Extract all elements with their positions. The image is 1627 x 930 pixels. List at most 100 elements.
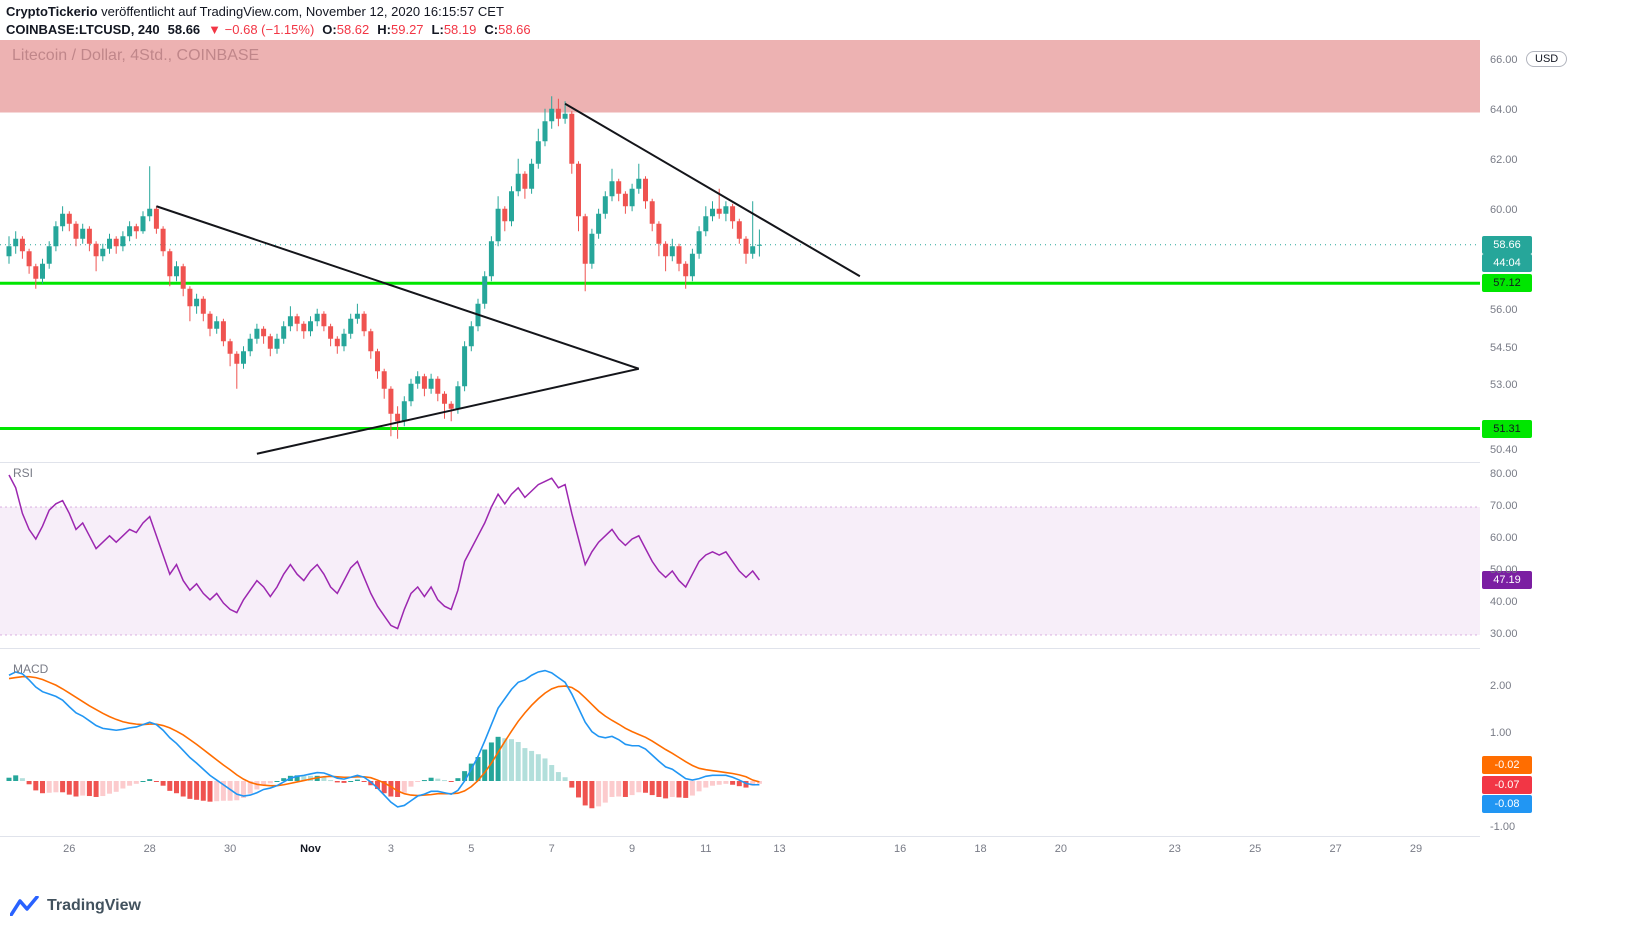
price-axis-label: 60.00 [1490,204,1518,217]
macd-histogram-bar [207,781,213,802]
price-scale[interactable]: USD 58.66 44:04 57.12 51.31 47.19 -0.02 … [1480,0,1627,930]
macd-histogram-bar [375,781,380,789]
macd-histogram-bar [649,781,655,796]
macd-histogram-bar [676,781,682,798]
macd-histogram-bar [234,781,240,801]
candle-body [140,216,146,232]
candle-body [33,266,39,279]
macd-histogram-bar [194,781,200,800]
candle-body [428,378,434,389]
macd-histogram-bar [669,781,675,797]
candle-body [80,228,86,239]
candle-body [663,243,669,257]
time-axis-label: 20 [1054,843,1068,855]
macd-histogram-bar [107,781,112,794]
time-axis-label: 28 [143,843,156,855]
macd-histogram-bar [435,778,441,781]
level-badge-1: 57.12 [1482,274,1532,293]
ohlc-low: L:58.19 [431,22,477,37]
macd-histogram-bar [636,781,642,793]
macd-histogram-bar [428,777,434,781]
candle-body [395,413,401,422]
macd-axis-label: 1.00 [1490,727,1512,739]
macd-histogram-bar [19,778,25,781]
candle-body [267,336,273,349]
candle-body [120,236,126,247]
candle-body [756,244,762,246]
price-axis-label: 66.00 [1490,54,1518,67]
time-axis-label: 5 [468,843,475,855]
currency-toggle[interactable]: USD [1526,51,1568,67]
candle-body [562,113,568,119]
macd-histogram-bar [408,781,414,787]
candle-body [361,313,367,332]
candle-body [160,228,166,252]
symbol-watermark: Litecoin / Dollar, 4Std., COINBASE [12,47,259,65]
candle-body [750,246,756,254]
candle-body [676,246,682,264]
tradingview-logo-text: TradingView [47,897,141,914]
macd-histogram-bar [421,780,427,782]
candle-body [549,108,555,122]
candle-body [354,313,360,319]
macd-histogram-bar [60,781,66,793]
time-axis-divider [0,836,1627,837]
macd-histogram-bar [247,781,253,794]
time-axis-label: 3 [387,843,394,855]
candle-body [254,328,260,339]
candle-body [153,208,159,229]
resistance-zone [0,40,1480,113]
candle-body [281,326,287,339]
macd-histogram-bar [133,781,139,784]
level-badge-2: 51.31 [1482,419,1532,438]
macd-histogram-bar [13,775,19,781]
macd-histogram-bar [140,781,146,782]
candle-body [86,228,92,244]
candle-body [455,386,461,409]
candle-body [542,121,548,142]
candle-body [589,233,595,264]
time-scale[interactable]: 26 28 30 Nov 3 5 7 9 11 13 16 18 20 23 25 27 29 [0,836,1480,862]
candle-body [167,251,173,277]
candle-body [388,388,394,414]
candle-body [703,216,709,232]
last-price-badge: 58.66 [1482,235,1532,254]
candle-body [435,378,441,394]
candle-body [375,351,380,372]
macd-histogram-bar [442,780,447,782]
candle-body [174,266,179,277]
candle-body [495,208,501,242]
candle-body [736,221,742,239]
macd-histogram-bar [334,781,340,783]
price-change: ▼ −0.68 (−1.15%) [208,22,315,37]
macd-axis-label: -1.00 [1490,821,1516,833]
macd-histogram-bar [710,781,715,786]
macd-histogram-bar [321,777,327,781]
macd-pane-label: MACD [13,662,49,676]
time-axis-label: 9 [629,843,636,855]
candle-body [421,376,427,389]
candle-body [200,298,206,314]
symbol-title[interactable]: COINBASE:LTCUSD, 240 [6,22,160,37]
candle-body [689,253,695,277]
macd-histogram-bar [301,775,307,781]
macd-histogram-bar [274,781,280,782]
rsi-axis-label: 80.00 [1490,468,1518,480]
rsi-badge: 47.19 [1482,570,1532,589]
macd-histogram-bar [703,781,709,788]
macd-histogram-bar [348,781,354,782]
rsi-axis-label: 50.00 [1490,564,1518,576]
macd-histogram-bar [395,781,401,797]
tradingview-link[interactable]: TradingView [10,896,141,916]
macd-histogram-bar [354,779,360,781]
candle-body [53,226,59,247]
candle-body [19,238,25,252]
candle-body [522,173,528,189]
macd-histogram-bar [656,781,662,797]
macd-histogram-bar [730,781,736,785]
candle-body [555,108,561,119]
macd-histogram-bar [542,758,548,781]
time-axis-label: 11 [700,843,712,855]
rsi-line [8,474,761,630]
